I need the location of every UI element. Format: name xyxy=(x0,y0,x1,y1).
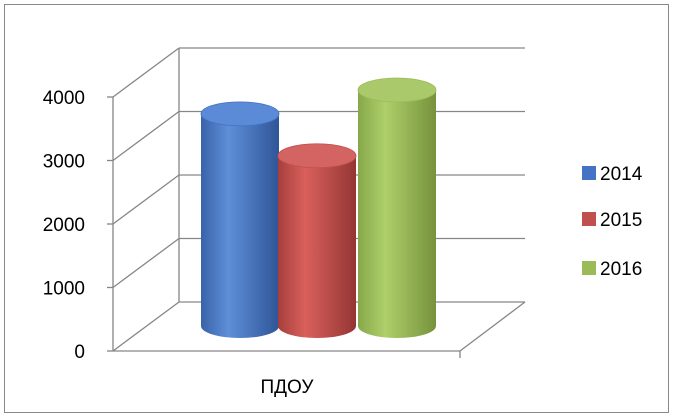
gridline-side xyxy=(112,174,180,225)
bar-body xyxy=(201,113,279,338)
y-tick-label: 3000 xyxy=(43,152,85,173)
legend-label: 2016 xyxy=(600,259,642,280)
legend-item-2016: 2016 xyxy=(582,259,642,280)
y-tick-label: 1000 xyxy=(43,279,85,300)
legend-swatch xyxy=(582,261,596,275)
legend-item-2015: 2015 xyxy=(582,210,642,231)
y-tick-label: 4000 xyxy=(43,88,85,109)
bar-body xyxy=(278,155,356,338)
y-tick-label: 2000 xyxy=(43,215,85,236)
legend-swatch xyxy=(582,166,596,180)
legend-label: 2015 xyxy=(600,210,642,231)
bar-top xyxy=(277,143,357,169)
legend-label: 2014 xyxy=(600,164,643,185)
bar-2014 xyxy=(200,101,280,338)
gridline-side xyxy=(112,47,180,98)
x-axis: ПДОУ xyxy=(261,377,315,398)
bar-2015 xyxy=(277,143,357,338)
legend-swatch xyxy=(582,212,596,226)
gridline-side xyxy=(112,301,180,352)
bar-top xyxy=(357,77,437,103)
y-axis: 0 1000 2000 3000 4000 xyxy=(43,88,113,363)
bar-2016 xyxy=(357,77,437,338)
x-category-label: ПДОУ xyxy=(261,377,315,398)
gridline-side xyxy=(112,237,180,289)
bar-body xyxy=(358,89,436,338)
bar-top xyxy=(200,101,280,127)
bars xyxy=(200,77,437,338)
legend-item-2014: 2014 xyxy=(582,164,643,185)
legend: 2014 2015 2016 xyxy=(582,164,643,280)
y-tick-label: 0 xyxy=(74,342,85,363)
gridline-side xyxy=(112,110,180,162)
floor-right-edge xyxy=(459,301,526,352)
